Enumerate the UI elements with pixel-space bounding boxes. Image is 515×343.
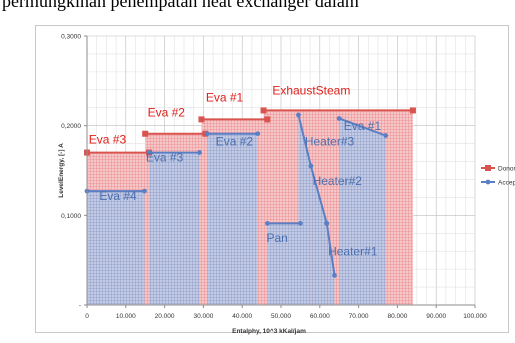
donor-point	[409, 107, 416, 114]
donor-point	[260, 107, 267, 114]
acceptor-point	[308, 163, 314, 169]
acceptor-line	[297, 114, 312, 167]
x-tick-label: 10.000	[116, 313, 136, 320]
x-tick-label: 0	[85, 313, 89, 320]
acceptor-point	[197, 150, 202, 155]
x-tick-label: 30.000	[193, 313, 213, 320]
y-tick-label: -	[79, 303, 81, 310]
acceptor-line	[325, 223, 336, 276]
donor-segment-label: Eva #1	[206, 90, 244, 104]
acceptor-segment-label: Eva #1	[344, 119, 382, 133]
acceptor-segment-label: Heater#1	[328, 245, 378, 259]
acceptor-area	[339, 118, 386, 305]
acceptor-point	[255, 131, 261, 137]
legend-marker	[485, 179, 491, 185]
acceptor-point	[265, 221, 270, 226]
acceptor-point	[146, 150, 152, 155]
acceptor-segment-label: Heater#2	[313, 174, 363, 188]
y-tick-label: 0,1000	[61, 213, 81, 220]
acceptor-area	[149, 152, 200, 305]
page-caption-fragment: permungkinan penempatan heat exchanger d…	[2, 0, 359, 11]
donor-point	[198, 116, 205, 123]
x-tick-label: 40.000	[232, 313, 252, 320]
area-fills	[87, 110, 413, 305]
y-tick-label: 0,3000	[61, 34, 81, 41]
acceptor-area	[298, 114, 311, 305]
acceptor-area	[326, 223, 335, 305]
legend-label: Acceptor	[498, 180, 515, 187]
donor-segment-label: Eva #2	[148, 106, 186, 120]
legend: Donor Acceptor	[481, 165, 515, 187]
x-tick-label: 60.000	[310, 313, 330, 320]
axes: 0 10.000 20.000 30.000 40.000 50.000 60.000 70.…	[58, 34, 487, 336]
y-axis-title: LevelEnergy, [-] A	[58, 143, 65, 198]
acceptor-segment-label: Heater#3	[305, 134, 355, 148]
acceptor-segment-label: Pan	[266, 231, 287, 245]
legend-label: Donor	[498, 166, 515, 173]
acceptor-area	[87, 191, 145, 305]
acceptor-point	[383, 133, 389, 138]
legend-marker	[485, 165, 491, 171]
acceptor-point	[324, 221, 330, 226]
y-tick-label: 0,2000	[61, 123, 81, 130]
acceptor-segment-label: Eva #4	[99, 189, 137, 203]
segment-labels: Eva #3 Eva #2 Eva #1 ExhaustSteam Eva #4 Eva …	[89, 83, 382, 258]
acceptor-point	[142, 188, 147, 194]
x-tick-label: 100.000	[463, 313, 487, 320]
donor-point	[142, 130, 149, 137]
x-tick-label: 20.000	[155, 313, 175, 320]
x-tick-label: 80.000	[387, 313, 407, 320]
acceptor-point	[298, 221, 303, 226]
acceptor-line	[309, 165, 328, 224]
acceptor-point	[204, 131, 210, 137]
acceptor-point	[336, 116, 342, 121]
x-tick-label: 90.000	[426, 313, 446, 320]
donor-point	[264, 116, 271, 123]
acceptor-area	[207, 133, 258, 305]
donor-segment-label: Eva #3	[89, 133, 127, 147]
donor-segment-label: ExhaustSteam	[272, 83, 350, 97]
x-tick-label: 50.000	[271, 313, 291, 320]
acceptor-point	[332, 273, 337, 278]
acceptor-area	[267, 223, 301, 305]
x-axis-title: Entalphy, 10^3 kKal/jam	[232, 327, 306, 335]
acceptor-segment-label: Eva #3	[146, 151, 184, 165]
acceptor-line	[338, 117, 387, 137]
acceptor-point	[296, 112, 301, 118]
acceptor-segment-label: Eva #2	[216, 134, 254, 148]
x-tick-label: 70.000	[349, 313, 369, 320]
acceptor-area	[310, 166, 327, 305]
